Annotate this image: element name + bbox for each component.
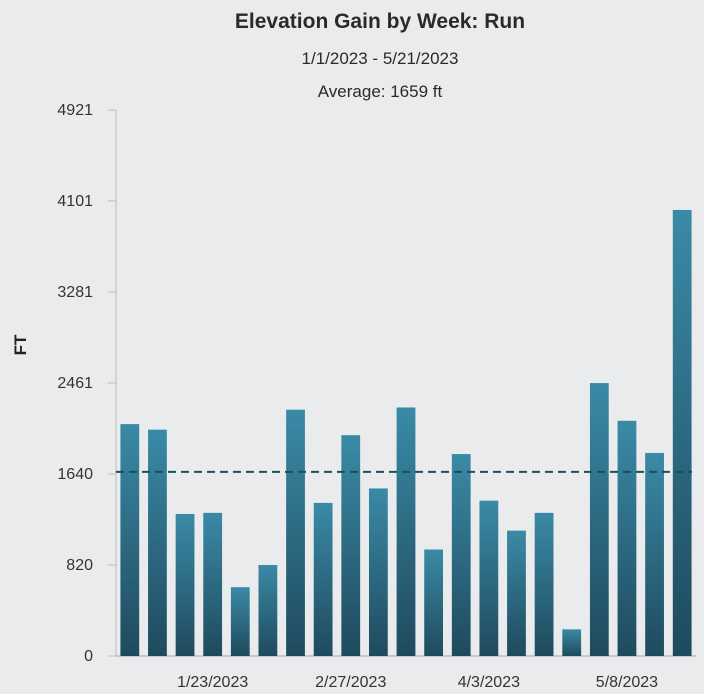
bar[interactable] — [313, 502, 333, 656]
y-tick-label: 2461 — [57, 375, 93, 392]
bar[interactable] — [341, 435, 361, 656]
bar[interactable] — [645, 452, 664, 656]
x-tick-label: 4/3/2023 — [458, 674, 520, 691]
y-axis-title: FT — [11, 334, 30, 355]
bar[interactable] — [120, 424, 140, 656]
bar[interactable] — [203, 512, 223, 656]
y-tick-label: 1640 — [57, 466, 93, 483]
y-tick-label: 0 — [84, 648, 93, 665]
y-tick-label: 4921 — [57, 102, 93, 119]
x-tick-label: 5/8/2023 — [596, 674, 658, 691]
average-label: Average: 1659 ft — [317, 82, 443, 101]
bar[interactable] — [562, 629, 582, 656]
bar[interactable] — [589, 383, 609, 656]
bar[interactable] — [148, 429, 167, 656]
bar[interactable] — [507, 530, 526, 656]
y-tick-label: 820 — [66, 557, 93, 574]
bar[interactable] — [396, 407, 416, 656]
bar[interactable] — [175, 513, 195, 656]
bar[interactable] — [672, 209, 692, 657]
bar[interactable] — [451, 454, 471, 656]
bar[interactable] — [534, 512, 554, 656]
bar[interactable] — [479, 500, 499, 656]
x-tick-label: 2/27/2023 — [315, 674, 386, 691]
bar[interactable] — [617, 420, 637, 656]
x-tick-label: 1/23/2023 — [177, 674, 248, 691]
chart-subtitle: 1/1/2023 - 5/21/2023 — [301, 49, 459, 68]
bar[interactable] — [368, 488, 388, 656]
bar[interactable] — [230, 587, 250, 656]
bar[interactable] — [424, 549, 444, 656]
chart-title: Elevation Gain by Week: Run — [234, 10, 526, 33]
y-tick-label: 3281 — [57, 284, 93, 301]
y-tick-label: 4101 — [57, 193, 93, 210]
bar[interactable] — [258, 565, 278, 656]
bar[interactable] — [286, 409, 305, 656]
